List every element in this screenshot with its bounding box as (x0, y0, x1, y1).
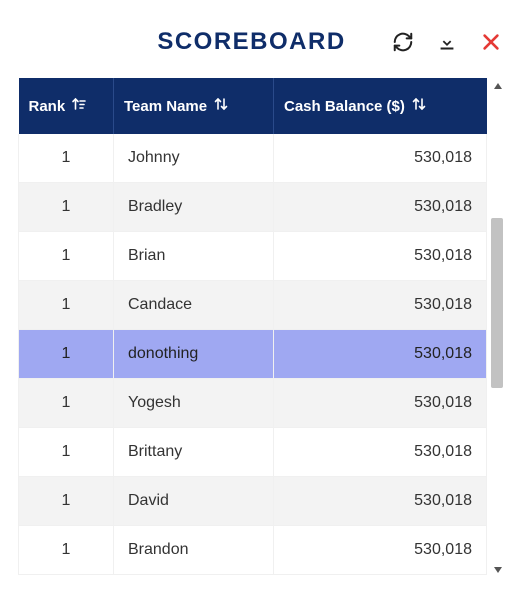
cell-cash: 530,018 (274, 281, 487, 330)
vertical-scrollbar[interactable] (489, 78, 507, 578)
cell-cash: 530,018 (274, 232, 487, 281)
scroll-thumb[interactable] (491, 218, 503, 388)
cell-team: Brandon (114, 526, 274, 575)
col-header-cash[interactable]: Cash Balance ($) (274, 78, 487, 134)
cell-rank: 1 (19, 477, 114, 526)
cell-rank: 1 (19, 526, 114, 575)
refresh-icon[interactable] (391, 30, 415, 54)
table-row[interactable]: 1Brian530,018 (19, 232, 487, 281)
cell-rank: 1 (19, 281, 114, 330)
table-row[interactable]: 1Brittany530,018 (19, 428, 487, 477)
cell-team: donothing (114, 330, 274, 379)
scroll-up-icon[interactable] (489, 78, 507, 94)
col-header-team[interactable]: Team Name (114, 78, 274, 134)
header-bar: SCOREBOARD (18, 20, 507, 78)
col-header-rank[interactable]: Rank (19, 78, 114, 134)
sort-both-icon (213, 96, 229, 116)
table-row[interactable]: 1Brandon530,018 (19, 526, 487, 575)
close-icon[interactable] (479, 30, 503, 54)
cell-rank: 1 (19, 232, 114, 281)
table-row[interactable]: 1David530,018 (19, 477, 487, 526)
cell-team: Brian (114, 232, 274, 281)
download-icon[interactable] (435, 30, 459, 54)
table-row[interactable]: 1Johnny530,018 (19, 134, 487, 183)
cell-rank: 1 (19, 428, 114, 477)
table-row[interactable]: 1Bradley530,018 (19, 183, 487, 232)
col-header-cash-label: Cash Balance ($) (284, 98, 405, 115)
cell-cash: 530,018 (274, 330, 487, 379)
cell-team: Brittany (114, 428, 274, 477)
cell-cash: 530,018 (274, 379, 487, 428)
cell-rank: 1 (19, 134, 114, 183)
sort-asc-icon (71, 96, 87, 116)
table-row[interactable]: 1Yogesh530,018 (19, 379, 487, 428)
col-header-team-label: Team Name (124, 98, 207, 115)
table-row[interactable]: 1Candace530,018 (19, 281, 487, 330)
sort-both-icon (411, 96, 427, 116)
scoreboard-table: Rank (18, 78, 487, 578)
cell-cash: 530,018 (274, 134, 487, 183)
cell-rank: 1 (19, 183, 114, 232)
cell-cash: 530,018 (274, 428, 487, 477)
cell-team: Bradley (114, 183, 274, 232)
page-title: SCOREBOARD (132, 28, 371, 56)
col-header-rank-label: Rank (29, 98, 66, 115)
cell-cash: 530,018 (274, 526, 487, 575)
cell-rank: 1 (19, 379, 114, 428)
cell-rank: 1 (19, 330, 114, 379)
cell-cash: 530,018 (274, 183, 487, 232)
cell-team: Yogesh (114, 379, 274, 428)
cell-team: Johnny (114, 134, 274, 183)
scroll-down-icon[interactable] (489, 562, 507, 578)
cell-cash: 530,018 (274, 477, 487, 526)
cell-team: David (114, 477, 274, 526)
table-row[interactable]: 1donothing530,018 (19, 330, 487, 379)
cell-team: Candace (114, 281, 274, 330)
